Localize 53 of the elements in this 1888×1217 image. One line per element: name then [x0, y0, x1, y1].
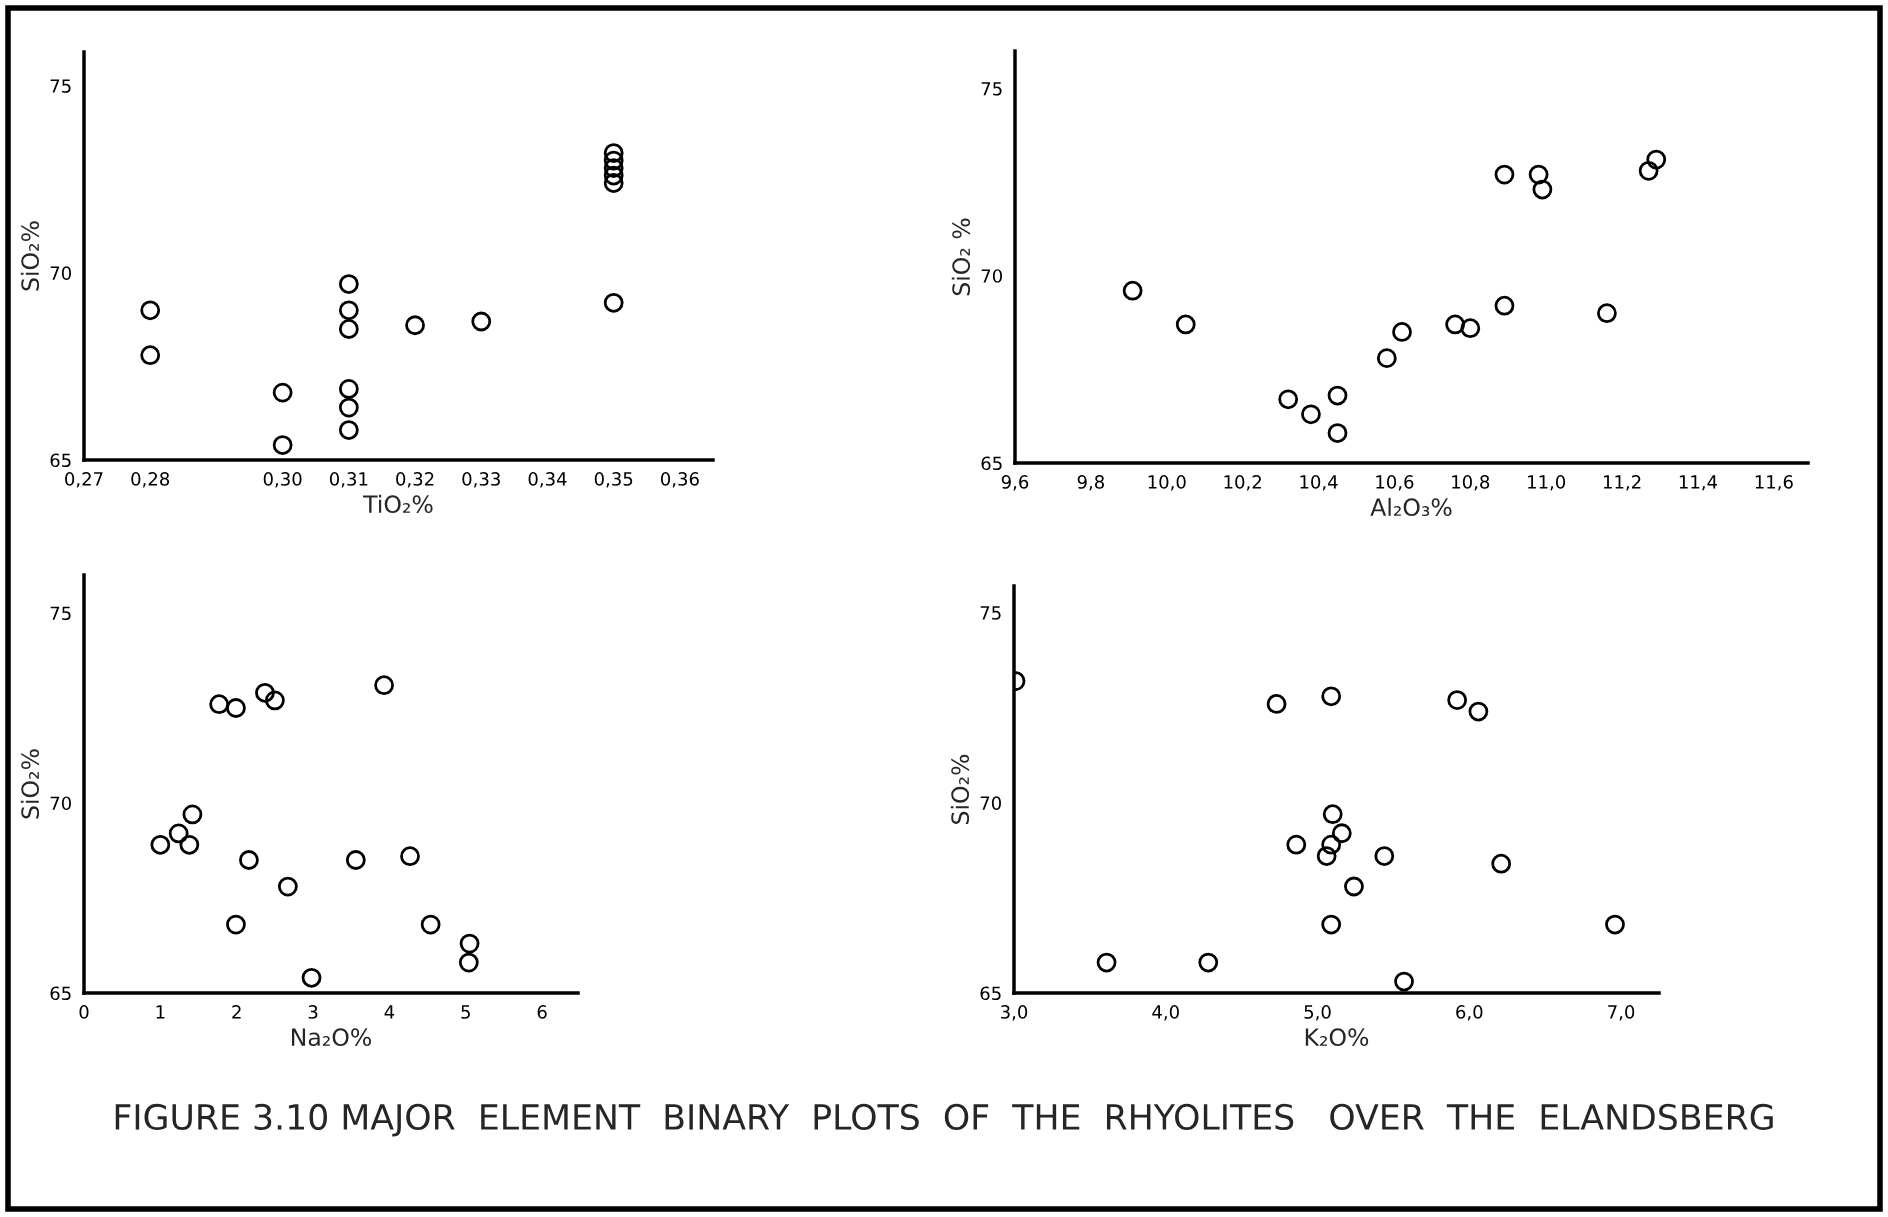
y-axis-title: SiO₂% — [20, 749, 40, 819]
x-tick-label: 0,31 — [329, 472, 368, 488]
y-axis-title: SiO₂% — [950, 754, 970, 824]
x-tick-label: 9,8 — [1077, 475, 1105, 491]
x-tick-label: 10,0 — [1148, 475, 1186, 491]
y-tick-label: 75 — [981, 82, 1002, 96]
x-tick-label: 3,0 — [1001, 1005, 1028, 1021]
x-tick-label: 11,0 — [1528, 475, 1566, 491]
x-tick-label: 11,4 — [1679, 475, 1718, 491]
x-tick-label: 10,2 — [1224, 475, 1261, 491]
y-tick-label: 70 — [980, 796, 1001, 810]
x-tick-label: 6,0 — [1456, 1005, 1483, 1021]
x-tick-label: 6 — [537, 1005, 547, 1019]
y-tick-label: 70 — [50, 266, 71, 280]
x-axis-title: Na₂O% — [292, 1028, 371, 1047]
y-tick-label: 65 — [50, 986, 71, 1001]
y-axis-title: SiO₂% — [20, 221, 40, 291]
y-tick-label: 65 — [980, 986, 1001, 1001]
x-tick-label: 11,6 — [1755, 475, 1793, 491]
y-tick-label: 75 — [50, 79, 71, 93]
x-tick-label: 7,0 — [1608, 1005, 1635, 1021]
x-tick-label: 4 — [384, 1005, 395, 1019]
x-tick-label: 4,0 — [1152, 1005, 1179, 1021]
x-tick-label: 1 — [156, 1005, 165, 1019]
y-tick-label: 70 — [50, 796, 71, 811]
x-tick-label: 0,28 — [131, 472, 170, 488]
caption: FIGURE 3.10 MAJOR ELEMENT BINARY PLOTS OF THE RHYOLITES OVER THE ELANDSBERG — [115, 1103, 1773, 1137]
y-tick-label: 75 — [980, 606, 1001, 620]
x-tick-label: 0,32 — [396, 472, 434, 488]
y-axis-title: SiO₂ % — [951, 218, 971, 296]
x-tick-label: 10,4 — [1300, 475, 1338, 491]
x-tick-label: 0,33 — [462, 472, 500, 488]
x-axis-title: Al₂O₃% — [1370, 497, 1452, 517]
x-tick-label: 0,34 — [528, 472, 567, 488]
x-tick-label: 11,2 — [1603, 475, 1641, 491]
y-tick-label: 65 — [981, 456, 1002, 471]
x-tick-label: 0,27 — [65, 472, 103, 488]
x-tick-label: 9,6 — [1001, 475, 1029, 491]
x-axis-title: TiO₂% — [363, 494, 433, 514]
x-tick-label: 10,6 — [1376, 475, 1414, 491]
x-tick-label: 0 — [79, 1005, 89, 1019]
x-tick-label: 10,8 — [1452, 475, 1490, 491]
x-tick-label: 0,30 — [263, 472, 302, 488]
y-tick-label: 70 — [981, 269, 1002, 283]
x-tick-label: 2 — [232, 1005, 241, 1019]
x-tick-label: 5 — [461, 1005, 470, 1019]
x-tick-label: 3 — [308, 1005, 318, 1019]
y-tick-label: 65 — [50, 453, 71, 468]
x-tick-label: 0,36 — [660, 472, 699, 488]
y-tick-label: 75 — [50, 606, 71, 621]
x-axis-title: K₂O% — [1305, 1028, 1369, 1047]
x-tick-label: 0,35 — [594, 472, 633, 488]
x-tick-label: 5,0 — [1304, 1005, 1331, 1021]
